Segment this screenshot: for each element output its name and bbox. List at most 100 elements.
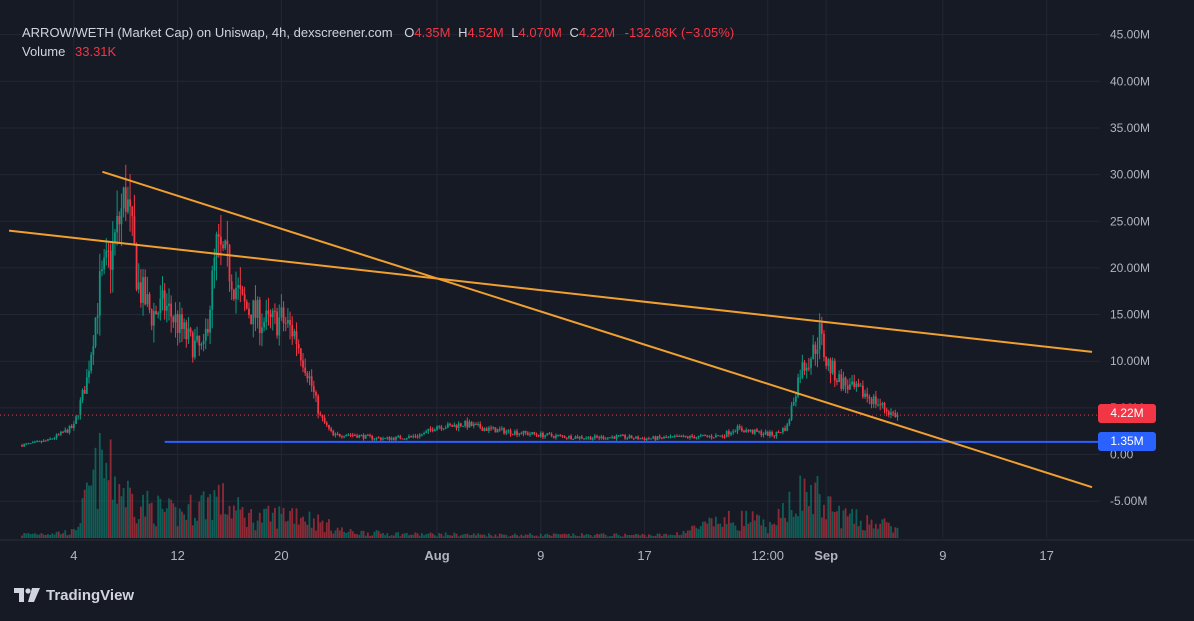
candle-body — [295, 331, 298, 345]
candle-body — [593, 435, 596, 439]
candle-body — [535, 434, 538, 436]
candle-body — [235, 287, 237, 299]
volume-bar — [163, 511, 166, 538]
candle-body — [31, 442, 34, 444]
candle-body — [92, 346, 95, 355]
volume-bar — [810, 484, 812, 538]
volume-bar — [170, 499, 173, 538]
volume-bar — [81, 498, 84, 538]
candle-body — [172, 316, 175, 323]
volume-bar — [345, 532, 348, 538]
volume-bar — [548, 534, 551, 538]
candle-body — [699, 435, 702, 437]
volume-bar — [546, 533, 549, 538]
volume-bar — [635, 533, 637, 538]
volume-bar — [591, 536, 594, 538]
candle-body — [239, 285, 242, 289]
volume-bar — [328, 519, 330, 538]
volume-bar — [433, 535, 436, 538]
candle-body — [637, 436, 639, 440]
candle-body — [503, 428, 505, 434]
volume-bar — [825, 519, 828, 538]
volume-bar — [129, 487, 131, 538]
y-tick-label: 35.00M — [1110, 121, 1150, 135]
volume-bar — [663, 533, 665, 538]
candle-body — [635, 436, 637, 439]
volume-bar — [671, 534, 674, 538]
candle-body — [161, 290, 164, 299]
volume-bar — [36, 534, 39, 538]
volume-bar — [366, 532, 369, 538]
volume-bar — [72, 529, 75, 538]
candle-body — [408, 436, 410, 439]
candle-body — [291, 325, 294, 337]
candle-body — [254, 300, 257, 318]
volume-bar — [472, 533, 475, 538]
candle-body — [544, 435, 547, 438]
candle-body — [267, 310, 270, 314]
volume-bar — [388, 536, 391, 538]
volume-bar — [559, 534, 562, 538]
candle-body — [25, 443, 28, 445]
tradingview-logo[interactable]: TradingView — [14, 585, 134, 605]
candle-body — [851, 381, 853, 385]
candle-body — [464, 420, 467, 426]
candle-body — [563, 436, 566, 438]
low-value: 4.070M — [518, 25, 562, 40]
volume-bar — [267, 505, 270, 538]
candle-body — [423, 433, 425, 435]
candle-body — [842, 377, 845, 389]
volume-bar — [185, 519, 188, 538]
volume-bar — [228, 505, 231, 538]
candle-body — [511, 434, 514, 436]
candle-body — [321, 415, 324, 419]
volume-bar — [792, 516, 795, 538]
candle-body — [325, 422, 328, 425]
volume-bar — [224, 513, 227, 538]
candle-body — [704, 434, 706, 436]
candle-body — [600, 436, 603, 439]
candle-body — [83, 389, 86, 394]
volume-bar — [226, 514, 229, 538]
candle-body — [85, 377, 88, 394]
volume-bar — [421, 533, 423, 538]
candle-body — [665, 436, 668, 438]
volume-bar — [557, 534, 559, 538]
candle-body — [879, 404, 882, 406]
candle-body — [656, 436, 659, 440]
candle-body — [256, 299, 259, 318]
candle-body — [740, 427, 743, 431]
volume-bar — [727, 510, 730, 538]
candle-body — [500, 428, 503, 430]
candle-body — [686, 436, 689, 438]
volume-bar — [641, 533, 644, 538]
candle-body — [702, 434, 704, 436]
candle-body — [868, 396, 871, 399]
volume-bar — [479, 534, 482, 538]
volume-bar — [142, 494, 144, 538]
volume-bar — [122, 488, 125, 538]
candle-body — [794, 396, 797, 402]
candle-body — [265, 310, 268, 323]
candle-body — [118, 215, 121, 225]
volume-bar — [79, 523, 82, 538]
candle-body — [457, 423, 460, 429]
candle-body — [782, 428, 784, 433]
volume-bar — [269, 521, 272, 538]
volume-bar — [399, 536, 402, 538]
volume-bar — [47, 534, 49, 538]
candle-body — [756, 429, 758, 432]
candle-body — [587, 436, 590, 438]
candle-body — [771, 431, 773, 436]
candle-body — [526, 432, 529, 435]
volume-bar — [321, 520, 324, 538]
volume-bar — [462, 534, 464, 538]
candle-body — [120, 208, 123, 225]
volume-bar — [161, 508, 164, 538]
volume-bar — [743, 526, 745, 538]
candle-body — [286, 319, 289, 324]
volume-bar — [271, 512, 274, 538]
candle-body — [552, 435, 555, 438]
